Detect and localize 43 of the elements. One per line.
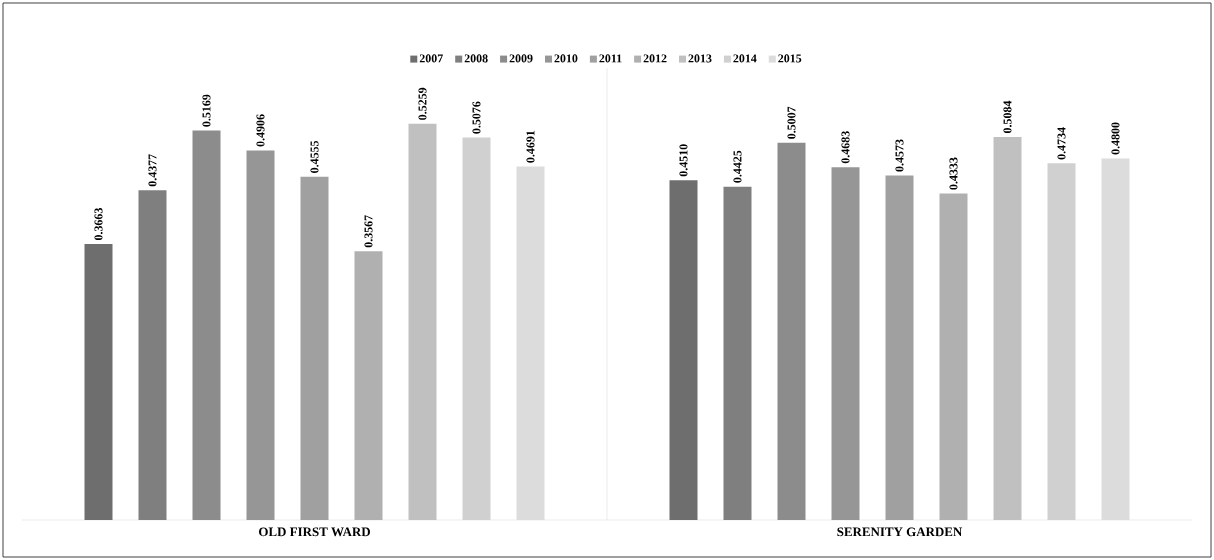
bar <box>84 244 113 520</box>
data-label: 0.4683 <box>841 131 850 164</box>
legend-label: 2008 <box>464 54 488 63</box>
data-label: 0.5007 <box>787 106 796 139</box>
bar <box>723 186 752 520</box>
bar <box>1101 158 1130 520</box>
data-label: 0.4377 <box>148 154 157 187</box>
data-label: 0.4691 <box>526 130 535 163</box>
bar <box>885 175 914 520</box>
data-label: 0.4734 <box>1057 127 1066 160</box>
bar <box>300 176 329 520</box>
data-label: 0.3663 <box>94 208 103 241</box>
bar <box>192 130 221 520</box>
data-label: 0.4510 <box>679 144 688 177</box>
data-label: 0.5084 <box>1003 100 1012 134</box>
data-label: 0.4573 <box>895 139 904 172</box>
legend-label: 2012 <box>643 54 667 63</box>
data-label: 0.4333 <box>949 157 958 190</box>
data-label: 0.3567 <box>364 215 373 248</box>
data-label: 0.4555 <box>310 140 319 173</box>
legend-label: 2010 <box>554 54 578 63</box>
data-label: 0.5076 <box>472 101 481 134</box>
data-label: 0.5169 <box>202 94 211 127</box>
bar <box>939 193 968 520</box>
legend-label: 2007 <box>419 54 443 63</box>
bar <box>138 190 167 520</box>
legend-label: 2015 <box>778 54 802 63</box>
data-label: 0.4800 <box>1111 122 1120 155</box>
x-tick-label: SERENITY GARDEN <box>837 527 963 537</box>
legend-label: 2009 <box>509 54 533 63</box>
data-label: 0.4425 <box>733 150 742 183</box>
bar <box>831 167 860 520</box>
bar <box>777 142 806 520</box>
bar <box>669 180 698 520</box>
data-label: 0.4906 <box>256 114 265 147</box>
bar <box>354 251 383 520</box>
data-label: 0.5259 <box>418 87 427 120</box>
x-tick-label: OLD FIRST WARD <box>258 527 370 537</box>
legend-label: 2011 <box>599 54 622 63</box>
bar <box>516 166 545 520</box>
legend-label: 2013 <box>688 54 712 63</box>
bar <box>246 150 275 520</box>
legend-label: 2014 <box>733 54 757 63</box>
